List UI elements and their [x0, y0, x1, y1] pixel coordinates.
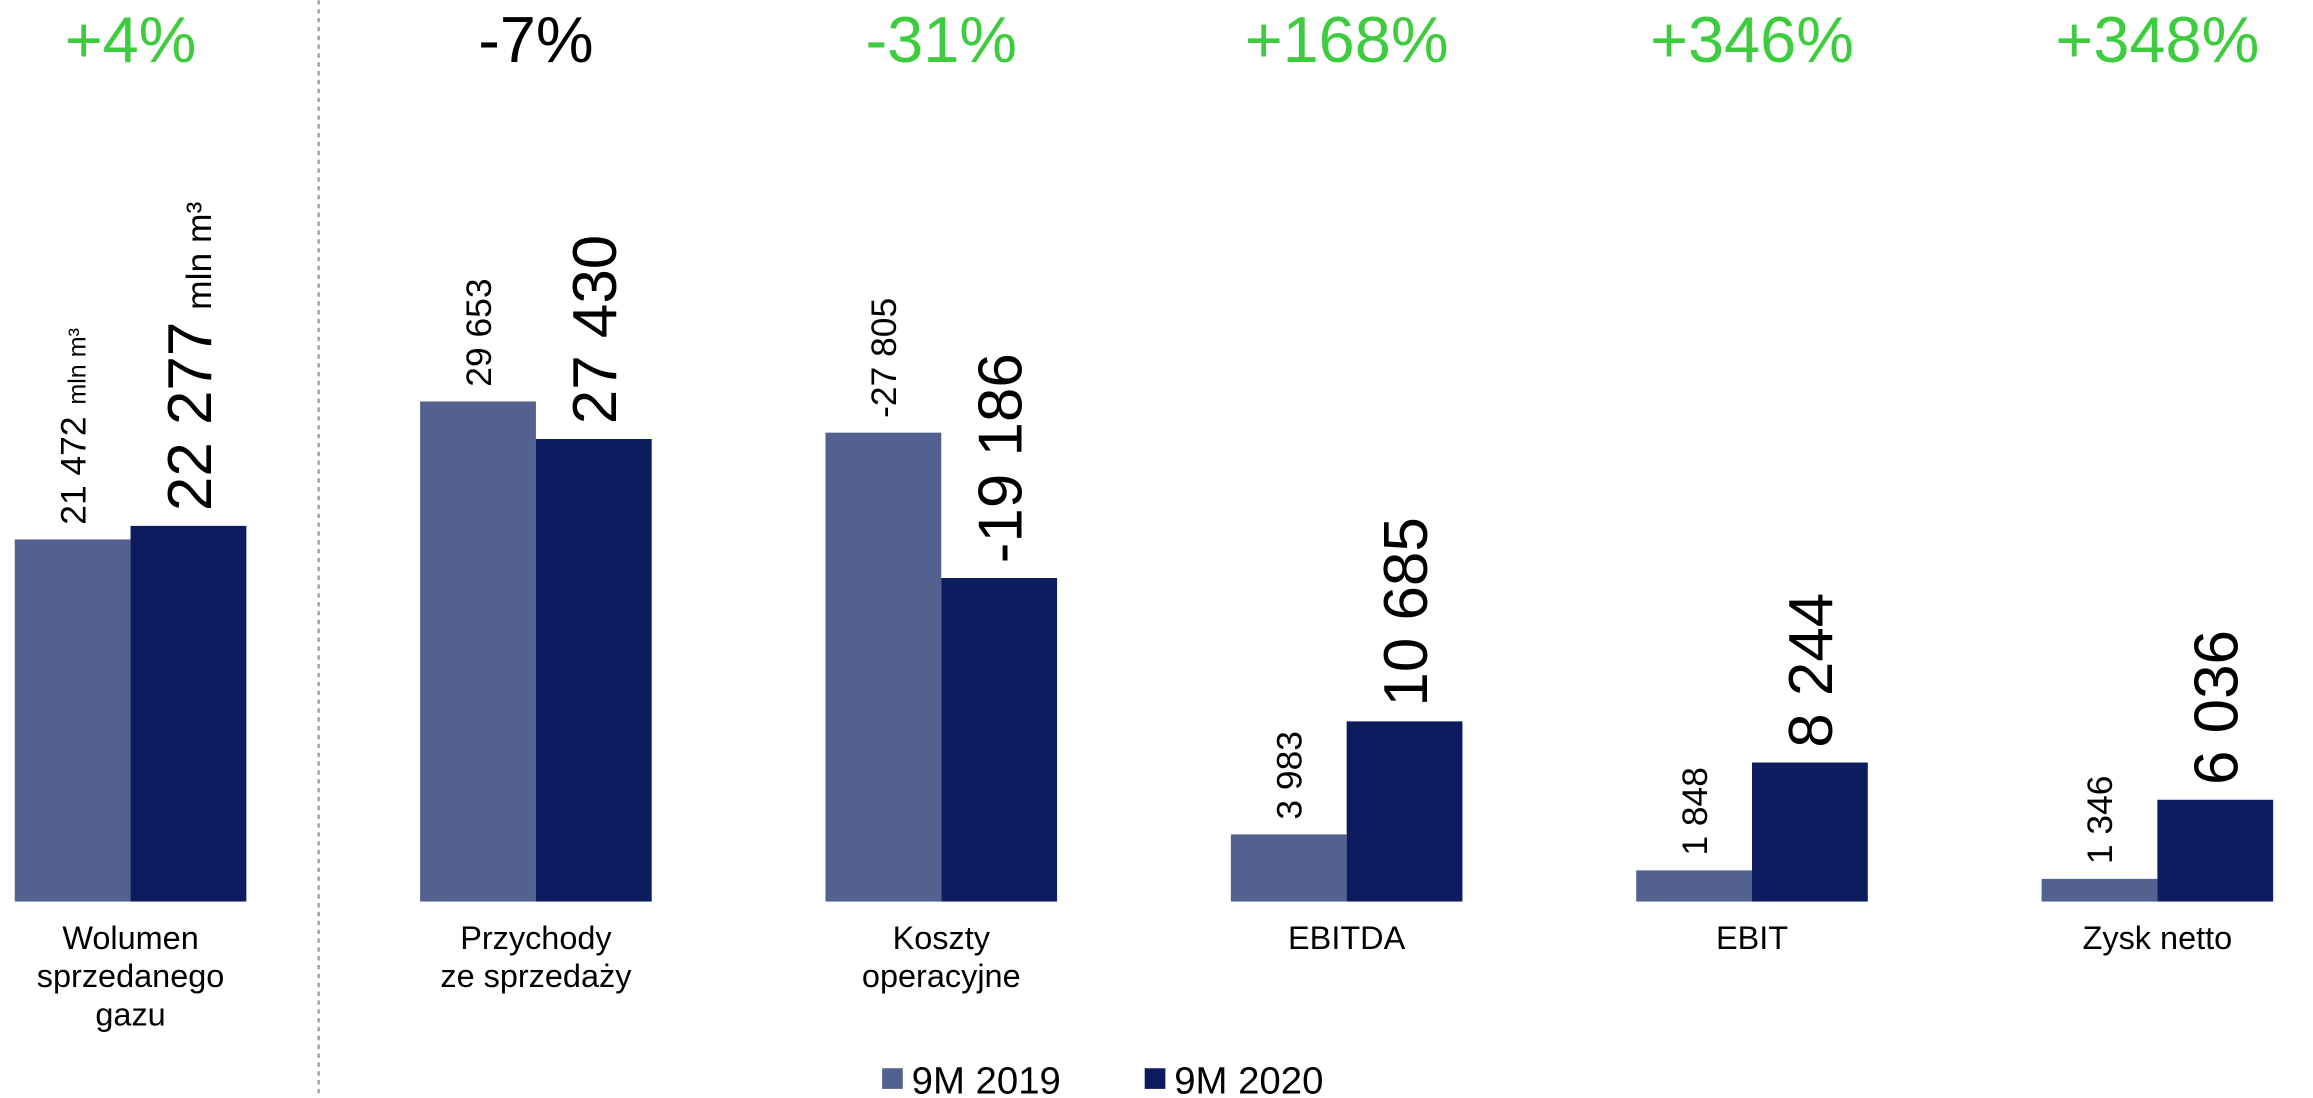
value-label: 10 685	[1372, 517, 1441, 706]
bar	[420, 401, 536, 902]
bar	[941, 578, 1058, 902]
bar	[1346, 721, 1463, 902]
value-label: 27 430	[561, 235, 630, 424]
value-label-number: 21 472	[53, 416, 93, 524]
value-label-number: 29 653	[459, 278, 499, 386]
value-label-number: 6 036	[2183, 630, 2252, 785]
unit-label: mln m³	[63, 328, 91, 405]
unit-label: mln m³	[179, 202, 219, 310]
value-label: -27 805	[864, 298, 904, 418]
value-label: 1 346	[2080, 776, 2120, 865]
category-label: Koszty operacyjne	[862, 920, 1021, 994]
category-label: Wolumen sprzedanego gazu	[37, 920, 225, 1033]
value-label-number: 3 983	[1269, 731, 1309, 820]
value-label-number: -19 186	[966, 353, 1035, 563]
value-label: 22 277 mln m³	[156, 202, 225, 512]
value-label-number: 8 244	[1777, 593, 1846, 748]
bar	[1230, 834, 1347, 902]
change-label: +4%	[65, 3, 197, 76]
value-label: 6 036	[2183, 630, 2252, 785]
change-label: -31%	[866, 3, 1018, 76]
bar	[14, 539, 131, 902]
bar	[2041, 878, 2158, 902]
bar	[2157, 799, 2274, 902]
bar	[535, 438, 652, 902]
value-label-number: 22 277	[156, 322, 225, 511]
value-label: 1 848	[1675, 767, 1715, 856]
value-label-number: 1 848	[1675, 767, 1715, 856]
change-label: +348%	[2055, 3, 2259, 76]
category-label: Zysk netto	[2083, 920, 2233, 956]
bar	[1636, 870, 1753, 902]
legend-label: 9M 2019	[912, 1059, 1061, 1098]
value-label: 3 983	[1269, 731, 1309, 820]
value-label-number: 10 685	[1372, 517, 1441, 706]
bar	[1752, 762, 1868, 902]
change-label: +346%	[1650, 3, 1854, 76]
bar	[130, 525, 247, 902]
category-label: Przychody ze sprzedaży	[440, 920, 632, 994]
legend-swatch	[1144, 1068, 1166, 1089]
value-label-number: -27 805	[864, 298, 904, 418]
value-label: 8 244	[1777, 593, 1846, 748]
category-label: EBIT	[1716, 920, 1788, 956]
change-label: +168%	[1245, 3, 1449, 76]
value-label-number: 27 430	[561, 235, 630, 424]
change-label: -7%	[478, 3, 593, 76]
value-label: -19 186	[966, 353, 1035, 563]
value-label-number: 1 346	[2080, 776, 2120, 865]
value-label: 29 653	[459, 278, 499, 386]
bar	[825, 432, 942, 902]
legend-swatch	[882, 1068, 903, 1089]
category-label: EBITDA	[1288, 920, 1406, 956]
legend-label: 9M 2020	[1174, 1059, 1323, 1098]
value-label: 21 472 mln m³	[53, 328, 93, 525]
